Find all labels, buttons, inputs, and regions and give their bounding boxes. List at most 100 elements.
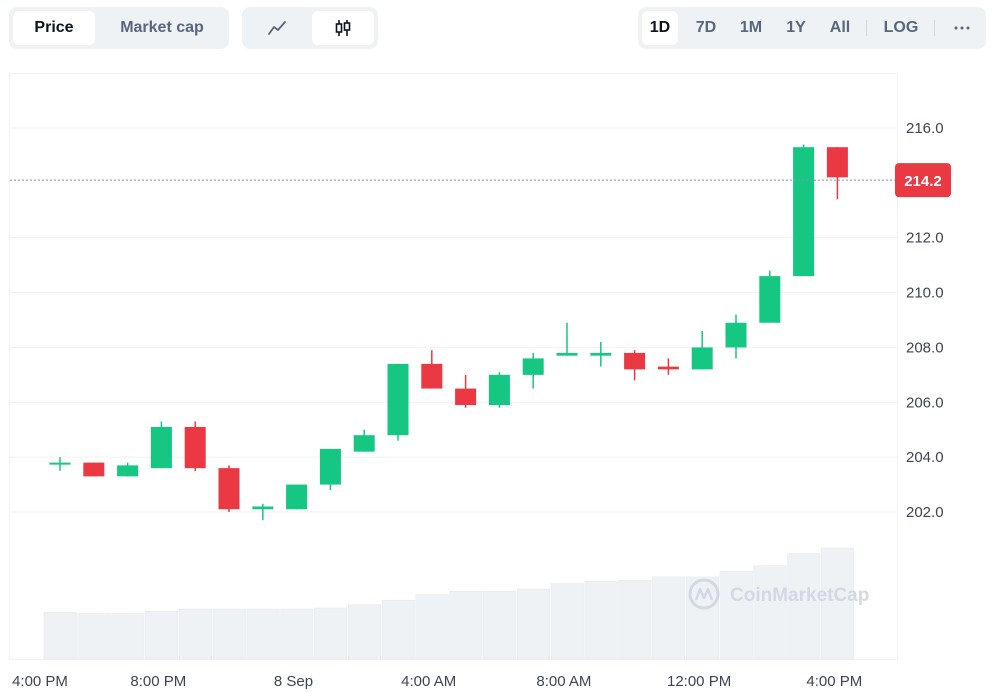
candle-body xyxy=(353,435,375,452)
coinmarketcap-logo-icon xyxy=(688,578,720,610)
volume-bar xyxy=(550,583,584,660)
range-7d-button[interactable]: 7D xyxy=(695,19,717,36)
range-1y-button[interactable]: 1Y xyxy=(786,19,806,36)
candle xyxy=(150,421,172,469)
candle xyxy=(624,350,646,381)
volume-bar xyxy=(415,594,449,660)
candle-body xyxy=(218,468,240,510)
line-chart-button[interactable] xyxy=(246,11,308,45)
candle xyxy=(421,350,443,389)
toolbar-divider xyxy=(934,20,935,36)
candle xyxy=(556,322,578,356)
candle xyxy=(286,484,308,510)
volume-bar xyxy=(212,608,246,660)
y-tick-label: 204.0 xyxy=(906,449,944,466)
volume-bar xyxy=(821,547,855,660)
candle-body xyxy=(793,147,815,277)
volume-bar xyxy=(381,599,415,660)
price-tab[interactable]: Price xyxy=(13,11,95,45)
candle xyxy=(759,270,781,323)
candle xyxy=(252,503,274,521)
y-tick-label: 208.0 xyxy=(906,339,944,356)
candle xyxy=(353,429,375,452)
chart-type-toggle xyxy=(242,7,378,49)
x-tick-label: 8:00 AM xyxy=(536,673,591,690)
x-tick-label: 4:00 AM xyxy=(401,673,456,690)
volume-bar xyxy=(652,576,686,660)
line-chart-icon xyxy=(268,21,286,35)
volume-bar xyxy=(314,607,348,660)
candle xyxy=(49,457,71,471)
candle xyxy=(117,462,139,477)
volume-bar xyxy=(43,612,77,660)
toolbar-divider xyxy=(866,20,867,36)
candle xyxy=(319,448,341,491)
volume-bar xyxy=(787,553,821,660)
candlestick-button[interactable] xyxy=(312,11,374,45)
x-tick-label: 4:00 PM xyxy=(12,673,68,690)
more-horizontal-icon xyxy=(954,26,970,30)
y-tick-label: 216.0 xyxy=(906,120,944,137)
volume-bar xyxy=(145,611,179,660)
candle-body xyxy=(657,366,679,370)
candle-body xyxy=(826,147,848,178)
y-tick-label: 206.0 xyxy=(906,394,944,411)
candle-body xyxy=(387,363,409,436)
volume-bar xyxy=(483,591,517,660)
log-scale-button[interactable]: LOG xyxy=(883,19,919,36)
volume-bar xyxy=(280,608,314,660)
candle-body xyxy=(725,322,747,348)
watermark-text: CoinMarketCap xyxy=(730,585,869,606)
candle-body xyxy=(117,465,139,477)
range-all-button[interactable]: All xyxy=(829,19,851,36)
candle-body xyxy=(252,506,274,510)
range-1d-button[interactable]: 1D xyxy=(642,11,678,45)
range-1m-button[interactable]: 1M xyxy=(739,19,763,36)
candle-body xyxy=(759,276,781,323)
candle-body xyxy=(83,462,105,477)
time-range-toggle: 1D 7D 1M 1Y All LOG xyxy=(638,7,986,49)
candlestick-icon xyxy=(335,20,351,36)
more-options-button[interactable] xyxy=(942,11,982,45)
x-tick-label: 8 Sep xyxy=(274,673,313,690)
candle-body xyxy=(150,426,172,469)
volume-bar xyxy=(77,613,111,660)
x-tick-label: 12:00 PM xyxy=(667,673,731,690)
watermark: CoinMarketCap xyxy=(688,578,869,610)
volume-bar xyxy=(719,571,753,660)
candle-body xyxy=(319,448,341,485)
volume-bar xyxy=(246,608,280,660)
candle-body xyxy=(286,484,308,510)
candle-body xyxy=(49,462,71,465)
candle xyxy=(522,352,544,389)
chart-plot-area xyxy=(9,73,898,660)
volume-bar xyxy=(111,613,145,660)
candle xyxy=(793,144,815,277)
metric-toggle: Price Market cap xyxy=(9,7,229,49)
x-tick-label: 8:00 PM xyxy=(130,673,186,690)
candle xyxy=(387,363,409,441)
y-tick-label: 202.0 xyxy=(906,504,944,521)
candle-body xyxy=(624,352,646,370)
y-tick-label: 212.0 xyxy=(906,230,944,247)
candle-body xyxy=(184,426,206,469)
volume-bar xyxy=(449,591,483,660)
volume-bar xyxy=(753,565,787,660)
volume-bar xyxy=(618,579,652,660)
candle xyxy=(488,372,510,408)
candle xyxy=(83,462,105,477)
y-tick-label: 210.0 xyxy=(906,285,944,302)
candle xyxy=(657,358,679,375)
candle-body xyxy=(556,352,578,356)
candle xyxy=(725,314,747,359)
market-cap-tab[interactable]: Market cap xyxy=(120,19,204,36)
current-price-badge xyxy=(895,163,951,198)
volume-bar xyxy=(584,581,618,660)
candle xyxy=(184,421,206,471)
candle-body xyxy=(488,374,510,406)
candle-body xyxy=(522,358,544,375)
candle-body xyxy=(590,352,612,356)
candle xyxy=(691,330,713,370)
candle xyxy=(455,374,477,408)
